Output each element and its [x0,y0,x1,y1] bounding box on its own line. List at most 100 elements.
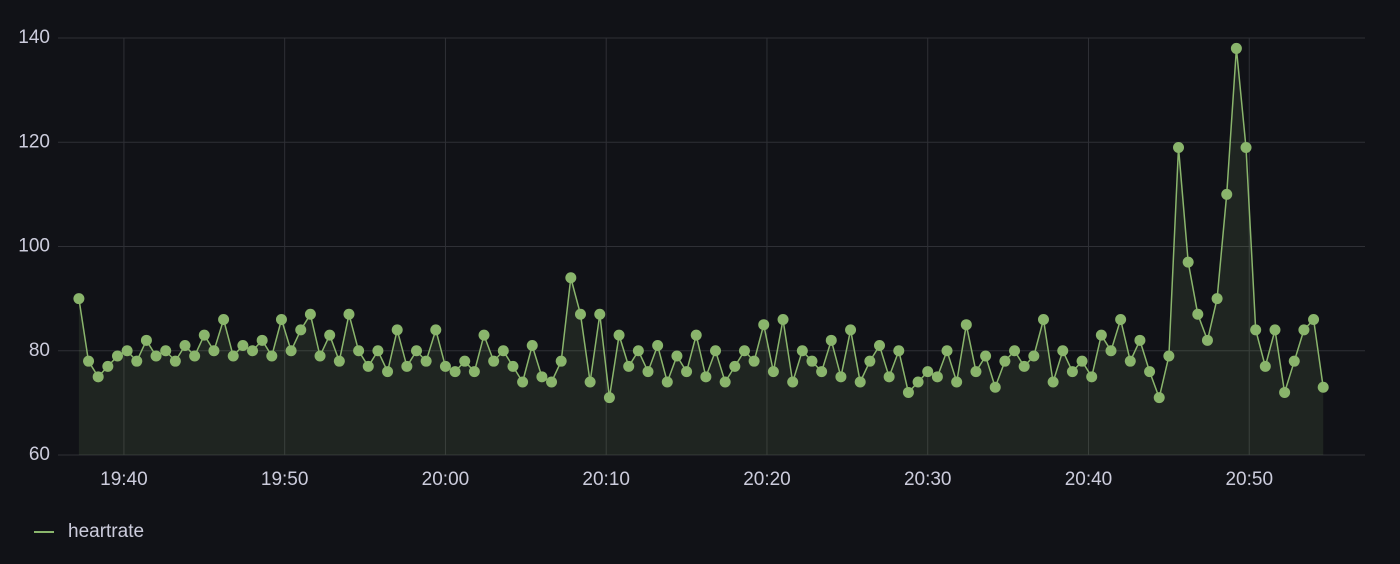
x-tick-label: 19:50 [261,469,309,490]
point [160,345,172,357]
point [700,371,712,383]
point [1134,334,1146,346]
point [565,272,577,284]
point [1230,42,1242,54]
point [362,360,374,372]
point [1259,360,1271,372]
point [247,345,259,357]
point [864,355,876,367]
point [391,324,403,336]
point [623,360,635,372]
point [275,313,287,325]
point [353,345,365,357]
point [854,376,866,388]
point [179,340,191,352]
point [449,366,461,378]
point [1182,256,1194,268]
point [1124,355,1136,367]
point [1240,141,1252,153]
point [285,345,297,357]
point [603,392,615,404]
point [652,340,664,352]
point [1076,355,1088,367]
point [584,376,596,388]
point [1115,313,1127,325]
point [314,350,326,362]
point [1173,141,1185,153]
point [1066,366,1078,378]
point [941,345,953,357]
point [738,345,750,357]
point [382,366,394,378]
point [970,366,982,378]
x-tick-label: 20:30 [904,469,952,490]
point [208,345,220,357]
point [816,366,828,378]
point [256,334,268,346]
point [806,355,818,367]
point [439,360,451,372]
point [488,355,500,367]
point [1221,188,1233,200]
point [343,308,355,320]
x-tick-label: 20:00 [422,469,470,490]
point [324,329,336,341]
point [1153,392,1165,404]
point [980,350,992,362]
point [1095,329,1107,341]
point [546,376,558,388]
point [478,329,490,341]
point [960,319,972,331]
point [1105,345,1117,357]
point [767,366,779,378]
point [459,355,471,367]
point [1018,360,1030,372]
point [420,355,432,367]
point [632,345,644,357]
point [497,345,509,357]
point [102,360,114,372]
point [690,329,702,341]
point [1250,324,1262,336]
point [1288,355,1300,367]
point [536,371,548,383]
point [304,308,316,320]
point [719,376,731,388]
point [111,350,123,362]
point [1211,293,1223,305]
point [333,355,345,367]
point [1163,350,1175,362]
point [73,293,85,305]
point [1317,381,1329,393]
point [912,376,924,388]
point [1269,324,1281,336]
y-tick-label: 120 [18,131,50,152]
point [1298,324,1310,336]
area [78,48,1324,456]
point [372,345,384,357]
point [893,345,905,357]
point [140,334,152,346]
point [777,313,789,325]
point [796,345,808,357]
point [198,329,210,341]
point [883,371,895,383]
x-tick-label: 19:40 [100,469,148,490]
point [1279,386,1291,398]
point [1086,371,1098,383]
point [873,340,885,352]
point [999,355,1011,367]
point [507,360,519,372]
point [526,340,538,352]
point [131,355,143,367]
point [1047,376,1059,388]
x-tick-label: 20:50 [1225,469,1273,490]
point [1028,350,1040,362]
point [83,355,95,367]
point [902,386,914,398]
point [430,324,442,336]
point [825,334,837,346]
point [227,350,239,362]
point [169,355,181,367]
